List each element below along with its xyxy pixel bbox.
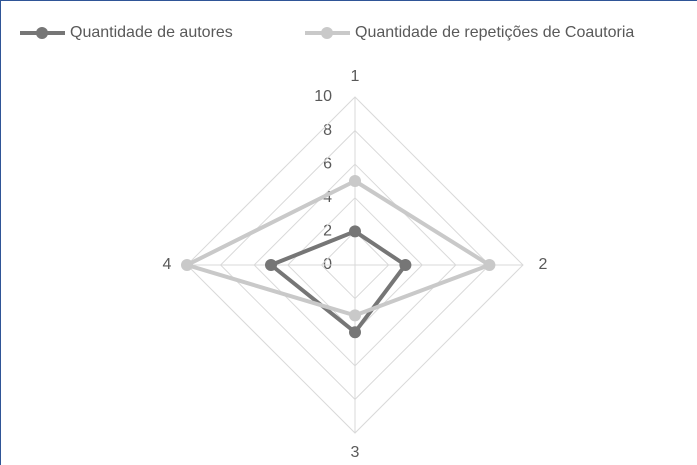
data-point <box>349 326 361 339</box>
category-label: 4 <box>163 256 172 273</box>
category-label: 2 <box>539 256 548 273</box>
data-point <box>399 259 412 271</box>
r-tick-label: 4 <box>323 189 332 206</box>
r-tick-label: 2 <box>323 223 332 240</box>
category-label: 3 <box>351 444 360 461</box>
category-label: 1 <box>351 68 360 85</box>
legend-marker <box>36 27 48 39</box>
r-tick-label: 6 <box>323 155 332 172</box>
data-point <box>265 259 277 271</box>
legend-label: Quantidade de autores <box>70 24 233 41</box>
data-point <box>181 259 193 271</box>
legend-marker <box>321 27 333 39</box>
data-point <box>349 225 361 238</box>
r-tick-label: 8 <box>323 122 332 139</box>
data-point <box>483 259 496 271</box>
data-point <box>349 309 361 322</box>
legend-label: Quantidade de repetições de Coautoria <box>355 24 634 41</box>
data-point <box>349 175 361 187</box>
r-tick-label: 10 <box>314 88 332 105</box>
